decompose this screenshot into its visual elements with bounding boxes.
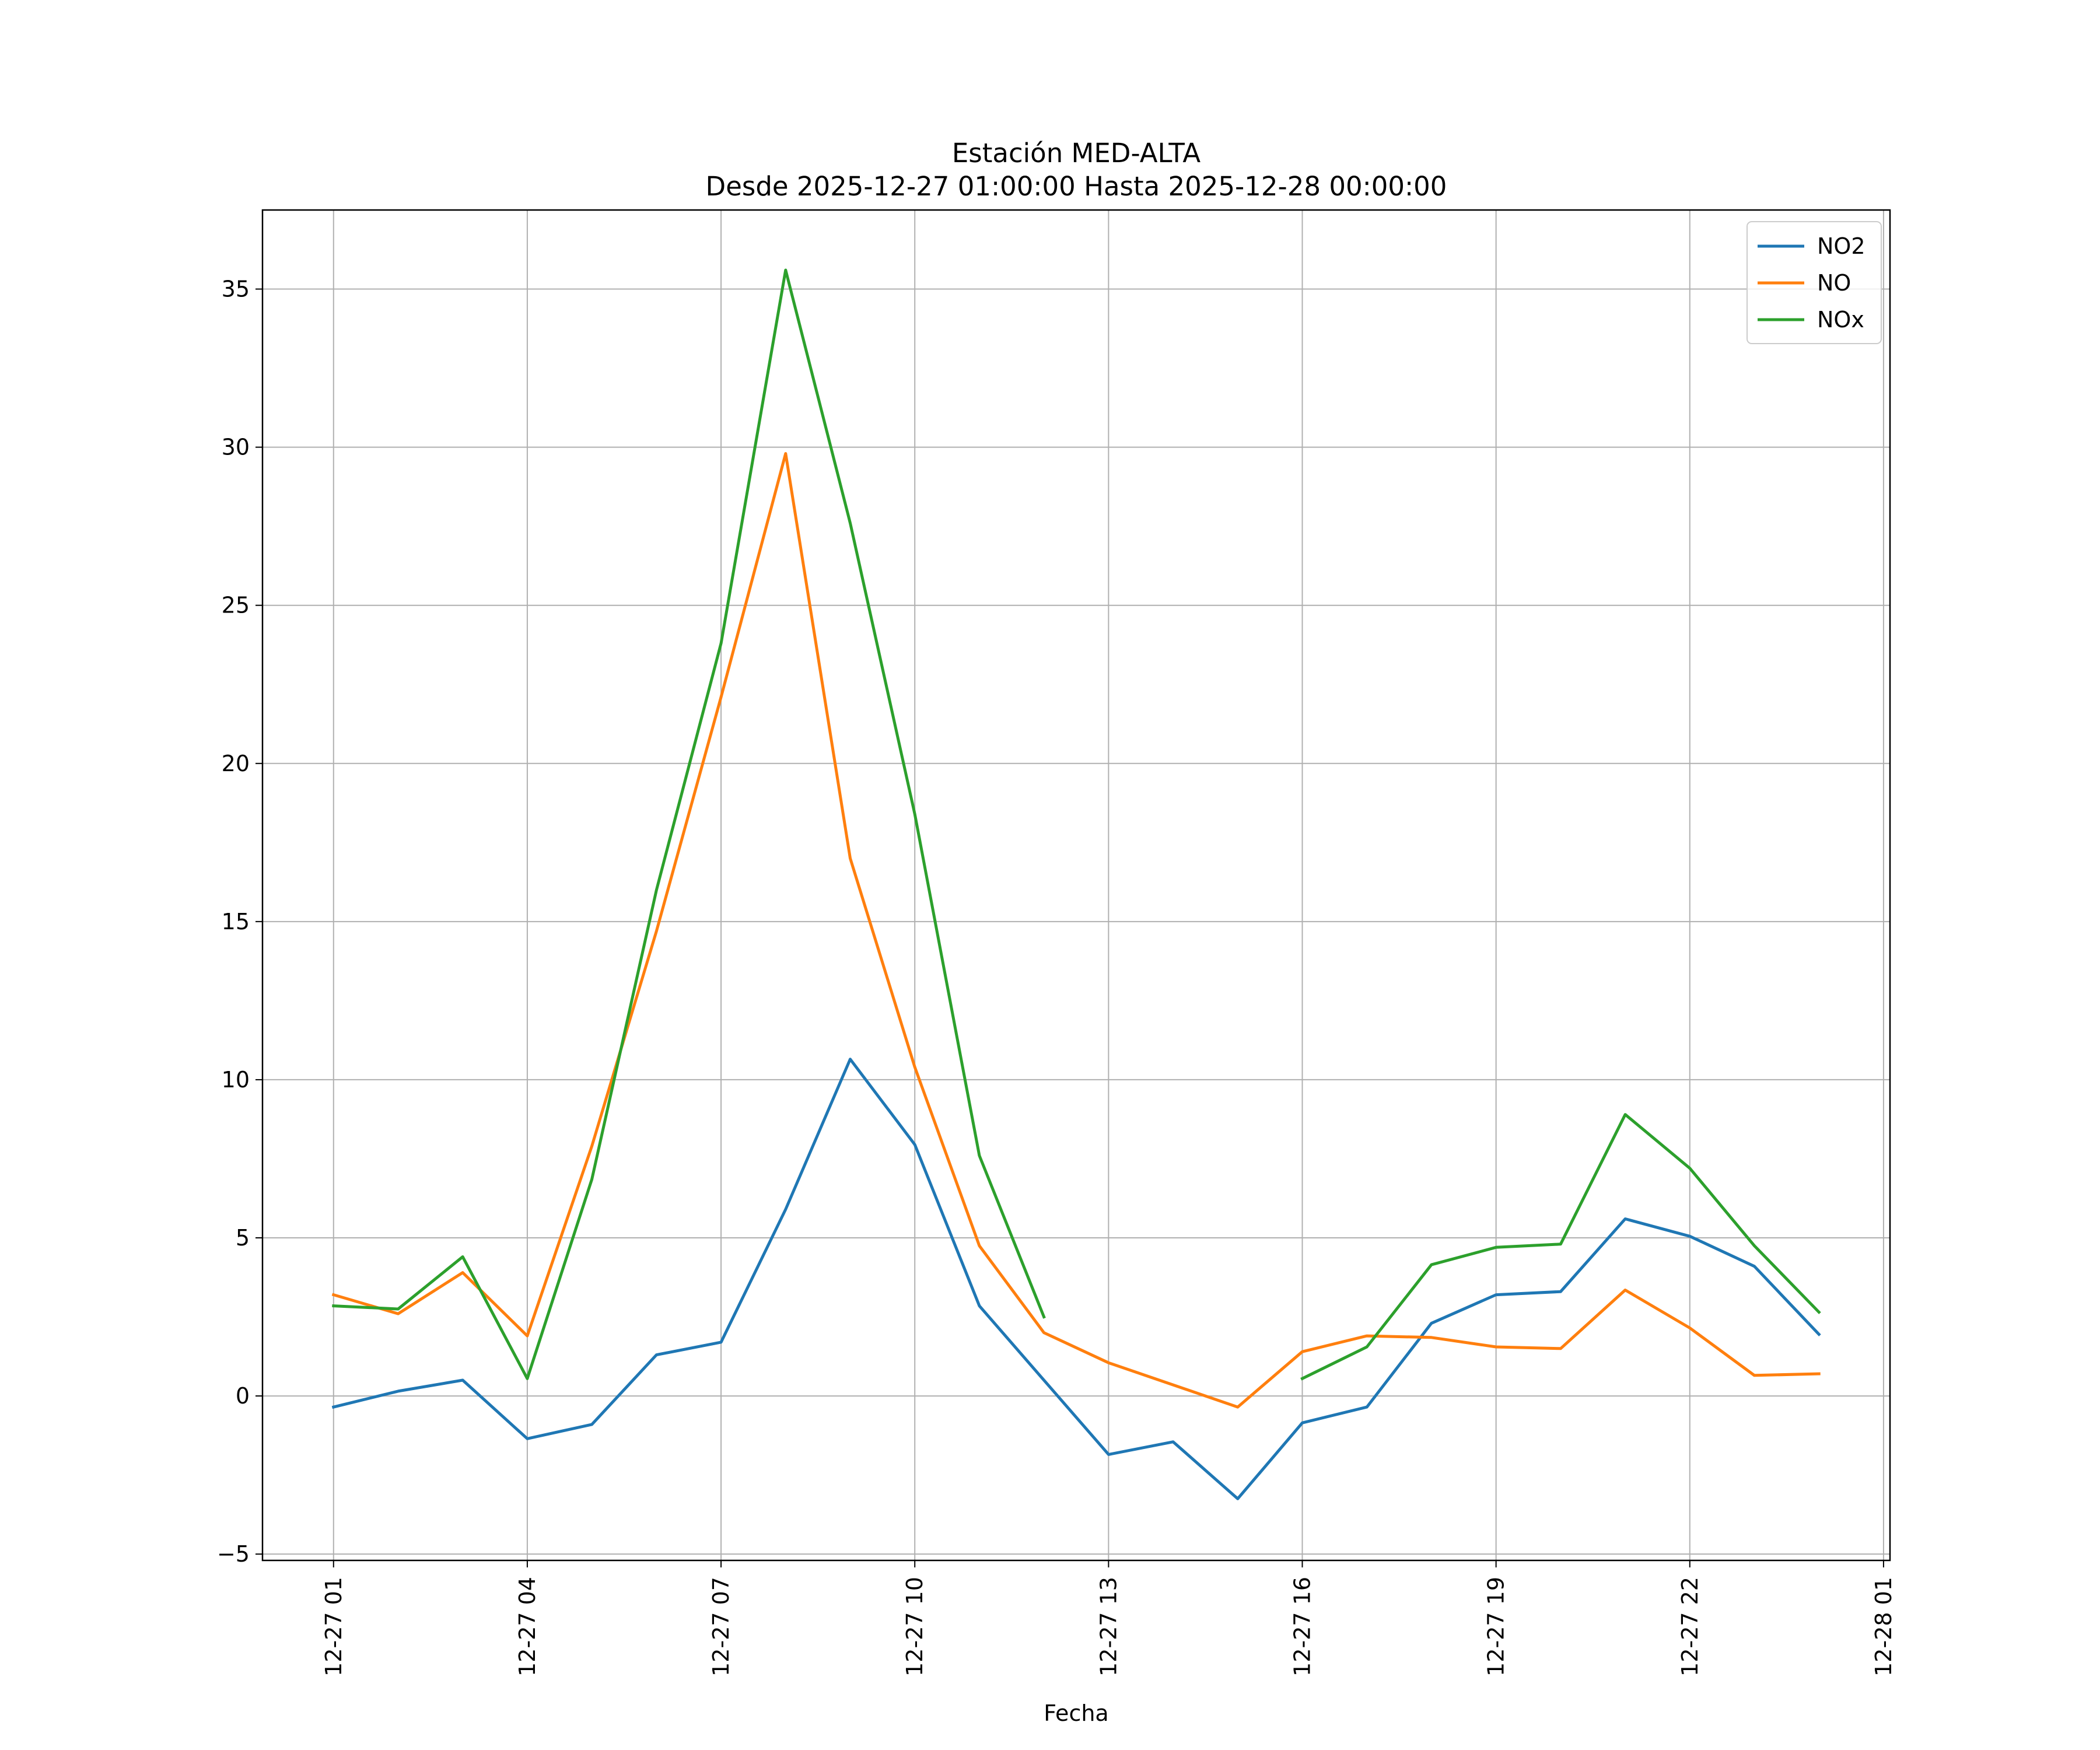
chart-title: Estación MED-ALTA [952, 138, 1201, 169]
chart-subtitle: Desde 2025-12-27 01:00:00 Hasta 2025-12-… [706, 171, 1447, 202]
y-tick-label: 35 [222, 276, 250, 302]
y-tick-label: 5 [236, 1225, 250, 1251]
x-tick-label: 12-27 19 [1483, 1577, 1509, 1676]
y-tick-label: 0 [236, 1383, 250, 1409]
axis-ticks: −5 0 5 10 15 20 25 30 35 12-27 01 12-27 04 12-27 07… [217, 276, 1896, 1676]
x-tick-label: 12-27 01 [321, 1577, 346, 1676]
y-tick-label: 30 [222, 435, 250, 460]
legend-label: NO [1817, 270, 1851, 296]
legend-label: NOx [1817, 307, 1864, 332]
y-tick-label: 10 [222, 1067, 250, 1093]
x-tick-label: 12-27 13 [1096, 1577, 1121, 1676]
legend-box [1746, 221, 1882, 344]
series-line-no2 [331, 1058, 1821, 1500]
series-group [331, 268, 1821, 1500]
y-tick-label: −5 [217, 1541, 250, 1567]
legend-label: NO2 [1817, 233, 1866, 259]
y-tick-label: 15 [222, 909, 250, 935]
series-line-no [331, 452, 1821, 1409]
x-tick-label: 12-27 16 [1290, 1577, 1315, 1676]
x-tick-label: 12-27 04 [514, 1577, 540, 1676]
legend: NO2 NO NOx [1746, 221, 1882, 344]
plot-frame [261, 209, 1891, 1562]
y-tick-label: 20 [222, 751, 250, 776]
series-line-nox [332, 268, 1821, 1381]
x-tick-label: 12-28 01 [1871, 1577, 1896, 1676]
x-tick-label: 12-27 10 [902, 1577, 928, 1676]
x-tick-label: 12-27 22 [1677, 1577, 1703, 1676]
y-tick-label: 25 [222, 593, 250, 618]
x-tick-label: 12-27 07 [708, 1577, 734, 1676]
x-axis-label: Fecha [1044, 1700, 1108, 1726]
